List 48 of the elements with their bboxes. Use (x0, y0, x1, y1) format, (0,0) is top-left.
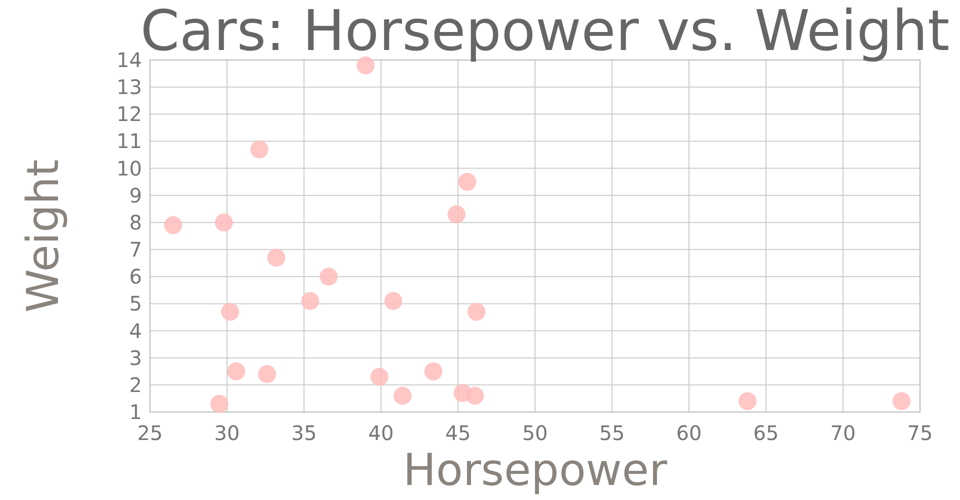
point (892, 392, 911, 410)
x-tick-label: 40 (368, 421, 394, 445)
point (267, 248, 286, 267)
y-tick-label: 2 (129, 372, 142, 397)
x-tick-label: 60 (676, 421, 702, 445)
point (250, 140, 268, 158)
y-tick-label: 9 (129, 183, 142, 208)
x-tick-label: 25 (137, 421, 163, 445)
x-tick-label: 30 (214, 421, 240, 445)
y-tick-label: 6 (129, 264, 142, 289)
y-tick-label: 12 (116, 102, 142, 126)
y-tick-label: 7 (129, 238, 142, 262)
point (384, 292, 402, 310)
y-tick-label: 1 (129, 400, 142, 424)
x-tick-label: 70 (830, 421, 856, 445)
x-tick-label: 55 (599, 421, 625, 445)
point (214, 213, 233, 232)
y-tick-label: 11 (116, 129, 142, 154)
x-tick-label: 75 (907, 421, 933, 445)
y-tick-label: 5 (129, 292, 142, 316)
point (424, 362, 442, 380)
point (394, 386, 412, 405)
point (458, 172, 476, 191)
point (164, 216, 182, 234)
point (210, 394, 228, 413)
point (320, 268, 338, 286)
point (301, 292, 320, 310)
y-axis-title: Weight (18, 159, 69, 313)
chart-title: Cars: Horsepower vs. Weight (140, 0, 950, 64)
point (447, 205, 466, 224)
x-tick-label: 35 (291, 421, 317, 445)
point (738, 392, 757, 410)
y-tick-label: 4 (129, 318, 142, 343)
x-axis-title: Horsepower (402, 445, 668, 496)
y-tick-label: 10 (116, 156, 142, 180)
point (370, 368, 388, 386)
y-tick-label: 14 (116, 48, 142, 72)
point (221, 302, 240, 321)
x-tick-label: 65 (753, 421, 779, 445)
point (467, 302, 486, 321)
x-tick-label: 45 (445, 421, 471, 445)
y-tick-label: 3 (129, 346, 142, 370)
y-tick-label: 13 (116, 75, 142, 100)
point (227, 362, 246, 380)
point (258, 365, 276, 384)
y-tick-label: 8 (129, 210, 142, 234)
x-tick-label: 50 (522, 421, 548, 445)
point (466, 386, 484, 405)
